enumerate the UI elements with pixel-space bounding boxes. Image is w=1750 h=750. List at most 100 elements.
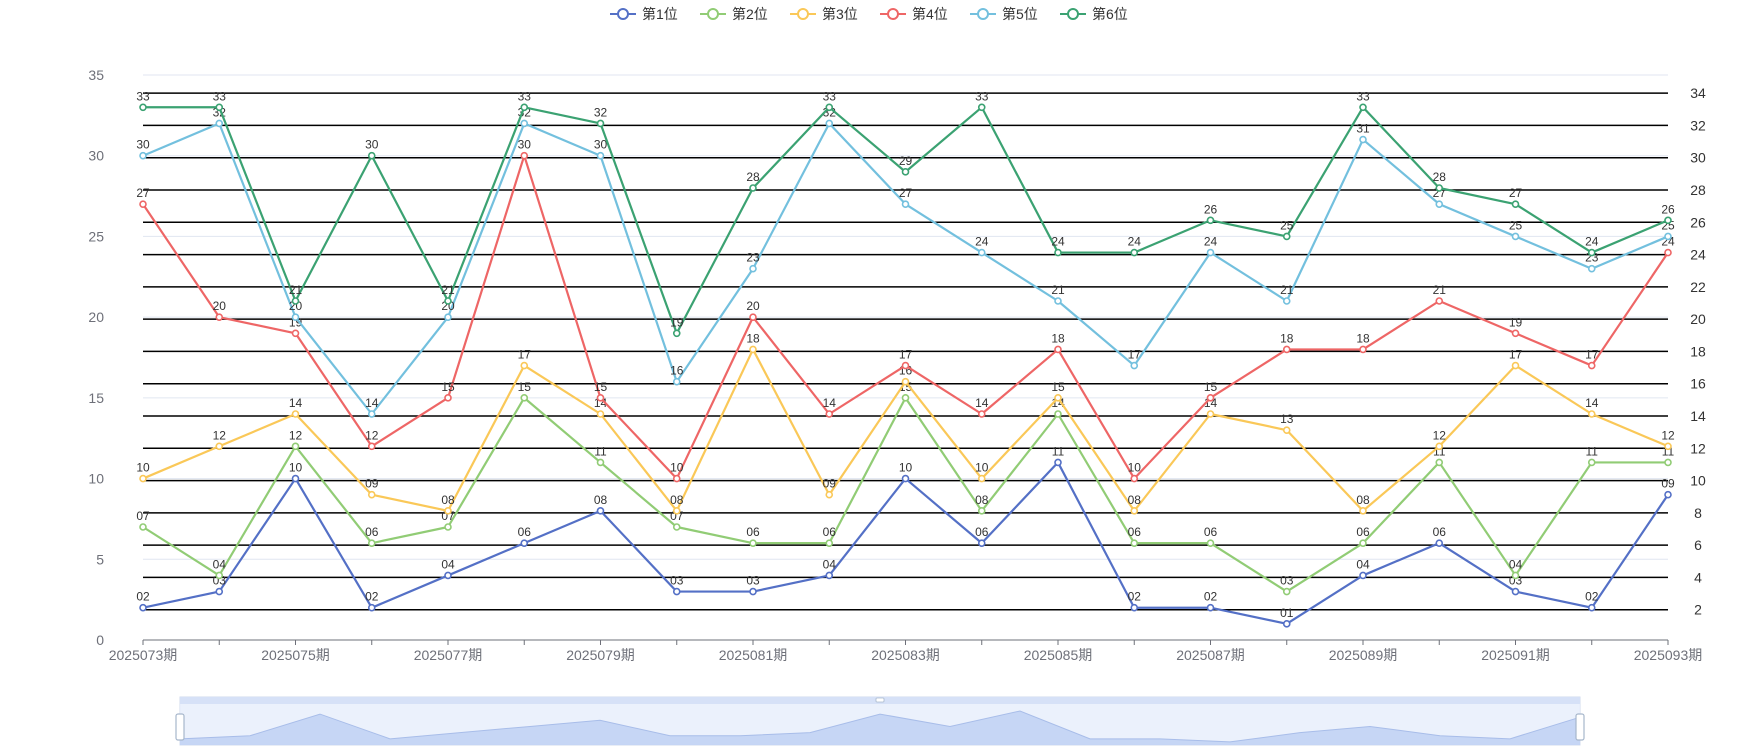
data-point[interactable] — [139, 474, 147, 483]
data-point[interactable] — [1282, 232, 1291, 241]
legend-item[interactable]: 第3位 — [790, 6, 858, 22]
data-point[interactable] — [444, 571, 452, 580]
data-point[interactable] — [749, 313, 757, 321]
data-point[interactable] — [1054, 458, 1062, 467]
data-point[interactable] — [367, 490, 376, 499]
data-point[interactable] — [1130, 507, 1139, 515]
data-point[interactable] — [1511, 587, 1520, 596]
data-point[interactable] — [749, 264, 757, 273]
data-point[interactable] — [901, 361, 910, 370]
data-point[interactable] — [520, 361, 529, 370]
data-point[interactable] — [1359, 103, 1367, 112]
data-point[interactable] — [1206, 394, 1215, 402]
data-point[interactable] — [825, 410, 834, 418]
data-point[interactable] — [520, 539, 529, 547]
data-point[interactable] — [291, 410, 300, 418]
data-point[interactable] — [1054, 248, 1062, 257]
legend-item[interactable]: 第2位 — [700, 6, 768, 22]
data-point[interactable] — [1587, 603, 1596, 612]
legend-item[interactable]: 第4位 — [880, 6, 948, 22]
data-point[interactable] — [367, 539, 376, 547]
data-point[interactable] — [749, 184, 757, 192]
data-point[interactable] — [291, 442, 300, 451]
data-point[interactable] — [139, 200, 147, 208]
data-point[interactable] — [1511, 329, 1520, 338]
data-point[interactable] — [1664, 216, 1672, 225]
data-point[interactable] — [1435, 297, 1444, 305]
data-point[interactable] — [596, 394, 605, 402]
data-point[interactable] — [520, 103, 529, 112]
legend-item[interactable]: 第1位 — [610, 6, 678, 22]
legend-item[interactable]: 第5位 — [970, 6, 1038, 22]
data-point[interactable] — [1206, 248, 1215, 257]
data-point[interactable] — [1587, 361, 1596, 370]
data-point[interactable] — [291, 474, 300, 483]
data-point[interactable] — [1664, 248, 1672, 257]
data-point[interactable] — [672, 474, 681, 483]
data-point[interactable] — [215, 313, 224, 321]
data-point[interactable] — [215, 103, 224, 112]
data-point[interactable] — [672, 377, 681, 386]
data-point[interactable] — [672, 507, 681, 515]
data-point[interactable] — [1054, 345, 1062, 354]
data-point[interactable] — [139, 103, 147, 112]
data-point[interactable] — [1664, 232, 1672, 241]
data-point[interactable] — [1282, 297, 1291, 305]
data-point[interactable] — [749, 587, 757, 596]
data-point[interactable] — [1054, 297, 1062, 305]
data-point[interactable] — [1130, 474, 1139, 483]
data-point[interactable] — [901, 168, 910, 176]
data-point[interactable] — [1435, 539, 1444, 547]
data-point[interactable] — [749, 539, 757, 547]
data-point[interactable] — [1359, 345, 1367, 354]
data-point[interactable] — [977, 507, 986, 515]
data-point[interactable] — [672, 523, 681, 531]
data-point[interactable] — [215, 442, 224, 451]
data-point[interactable] — [977, 410, 986, 418]
data-point[interactable] — [901, 394, 910, 402]
data-point[interactable] — [139, 151, 147, 160]
data-point[interactable] — [825, 539, 834, 547]
data-point[interactable] — [596, 458, 605, 467]
data-point[interactable] — [1282, 620, 1291, 628]
legend-item[interactable]: 第6位 — [1060, 6, 1128, 22]
data-point[interactable] — [1359, 571, 1367, 580]
data-point[interactable] — [520, 394, 529, 402]
data-point[interactable] — [596, 151, 605, 160]
data-point[interactable] — [291, 297, 300, 305]
data-point[interactable] — [1664, 490, 1672, 499]
data-point[interactable] — [596, 507, 605, 515]
data-point[interactable] — [901, 377, 910, 386]
data-point[interactable] — [901, 200, 910, 208]
data-point[interactable] — [1282, 345, 1291, 354]
data-point[interactable] — [291, 329, 300, 338]
data-point[interactable] — [825, 119, 834, 128]
data-point[interactable] — [1130, 361, 1139, 370]
data-point[interactable] — [596, 119, 605, 128]
data-point[interactable] — [367, 151, 376, 160]
data-point[interactable] — [1664, 458, 1672, 467]
data-point[interactable] — [1435, 458, 1444, 467]
data-point[interactable] — [139, 603, 147, 612]
data-point[interactable] — [1206, 216, 1215, 225]
data-point[interactable] — [1587, 264, 1596, 273]
data-point[interactable] — [1054, 410, 1062, 418]
data-point[interactable] — [1359, 539, 1367, 547]
data-point[interactable] — [1054, 394, 1062, 402]
data-point[interactable] — [444, 297, 452, 305]
data-point[interactable] — [1206, 410, 1215, 418]
datazoom-handle[interactable] — [175, 713, 185, 741]
data-point[interactable] — [444, 507, 452, 515]
data-point[interactable] — [1664, 442, 1672, 451]
data-point[interactable] — [825, 103, 834, 112]
data-point[interactable] — [1587, 410, 1596, 418]
datazoom-slider[interactable] — [175, 696, 1585, 746]
data-point[interactable] — [1435, 442, 1444, 451]
data-point[interactable] — [825, 490, 834, 499]
data-point[interactable] — [1130, 539, 1139, 547]
data-point[interactable] — [1282, 426, 1291, 434]
data-point[interactable] — [1130, 603, 1139, 612]
data-point[interactable] — [1587, 248, 1596, 257]
data-point[interactable] — [520, 119, 529, 128]
data-point[interactable] — [977, 103, 986, 112]
